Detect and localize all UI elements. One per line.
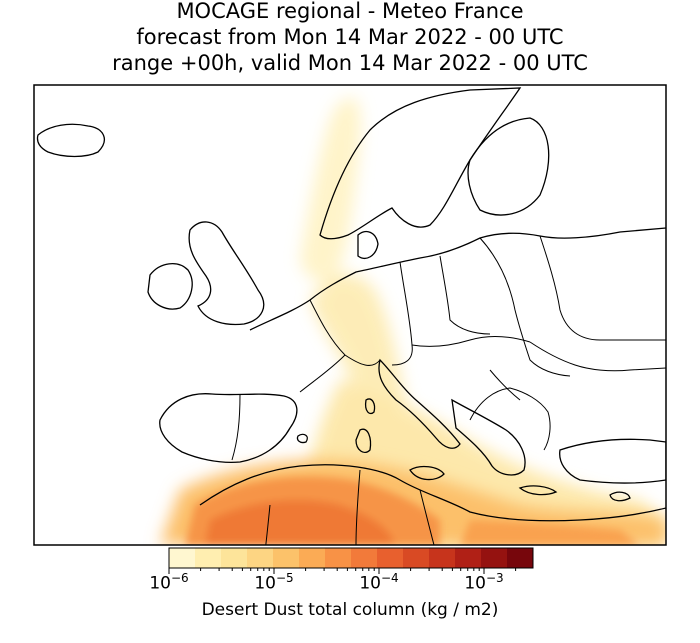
chart-title-line-1: MOCAGE regional - Meteo France	[176, 0, 524, 23]
colorbar-swatch	[351, 548, 378, 568]
map-frame	[33, 84, 667, 546]
colorbar-swatch	[429, 548, 456, 568]
colorbar-tick-label: 10−5	[254, 571, 294, 594]
colorbar-frame	[168, 547, 534, 569]
colorbar	[168, 547, 534, 574]
colorbar-swatch	[221, 548, 248, 568]
colorbar-swatch	[403, 548, 430, 568]
colorbar-tick-label: 10−3	[464, 571, 504, 594]
chart-title-line-3: range +00h, valid Mon 14 Mar 2022 - 00 U…	[112, 51, 588, 75]
colorbar-swatch	[195, 548, 222, 568]
colorbar-tick-label: 10−4	[359, 571, 399, 594]
colorbar-swatch	[325, 548, 352, 568]
colorbar-swatch	[273, 548, 300, 568]
colorbar-swatch	[299, 548, 326, 568]
colorbar-swatch	[455, 548, 482, 568]
colorbar-swatch	[377, 548, 404, 568]
country-borders	[231, 235, 666, 545]
colorbar-swatch	[507, 548, 534, 568]
colorbar-tick-label: 10−6	[149, 571, 189, 594]
chart-title-line-2: forecast from Mon 14 Mar 2022 - 00 UTC	[136, 25, 564, 49]
colorbar-swatch	[247, 548, 274, 568]
colorbar-swatch	[169, 548, 196, 568]
colorbar-swatch	[481, 548, 508, 568]
colorbar-label: Desert Dust total column (kg / m2)	[201, 600, 499, 620]
